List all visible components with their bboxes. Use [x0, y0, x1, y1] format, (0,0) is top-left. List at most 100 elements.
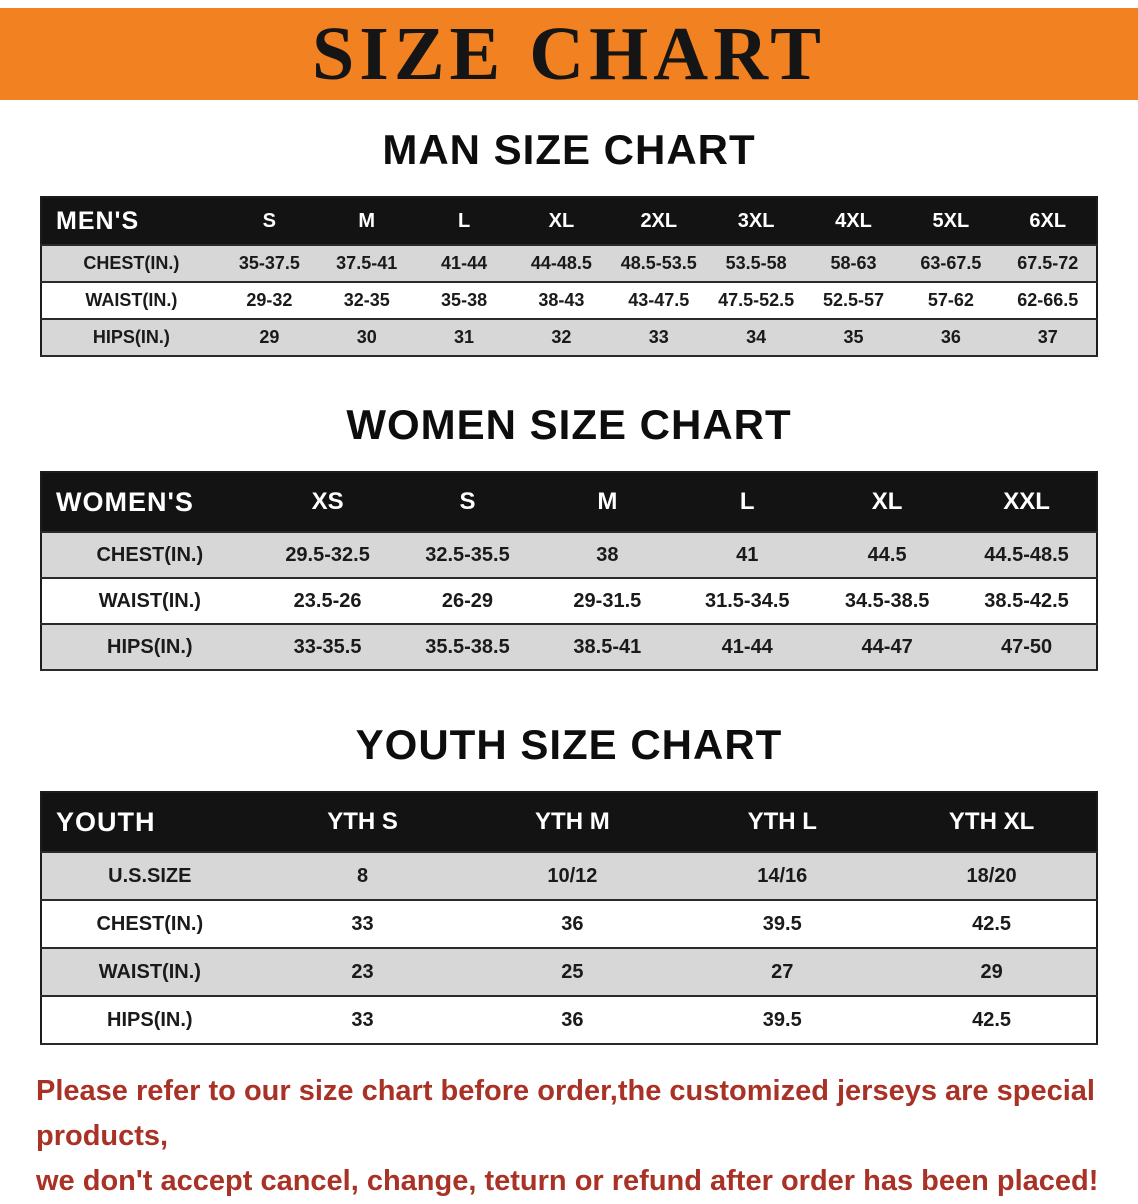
column-header: L — [415, 197, 513, 245]
table-cell: 53.5-58 — [707, 244, 805, 283]
table-cell: 33 — [257, 995, 468, 1045]
table-cell: 29.5-32.5 — [257, 531, 398, 579]
table-cell: 31 — [415, 318, 513, 357]
table-row: CHEST(IN.) 29.5-32.5 32.5-35.5 38 41 44.5 44.5… — [41, 531, 1097, 579]
column-header: S — [397, 472, 538, 532]
table-cell: 29 — [220, 318, 319, 357]
table-row: CHEST(IN.) 35-37.5 37.5-41 41-44 44-48.5 48.5… — [41, 244, 1097, 283]
table-cell: 38-43 — [512, 281, 611, 320]
table-cell: 26-29 — [397, 577, 538, 625]
column-header: XL — [817, 472, 958, 532]
table-cell: 37.5-41 — [318, 244, 416, 283]
table-row: HIPS(IN.) 33 36 39.5 42.5 — [41, 995, 1097, 1045]
table-corner-label: MEN'S — [41, 197, 221, 245]
table-header-row: YOUTH YTH S YTH M YTH L YTH XL — [41, 792, 1097, 852]
footnote: Please refer to our size chart before or… — [36, 1069, 1118, 1204]
table-cell: 34.5-38.5 — [817, 577, 958, 625]
table-cell: 32 — [512, 318, 611, 357]
row-label: U.S.SIZE — [41, 851, 258, 901]
column-header: 6XL — [999, 197, 1097, 245]
row-label: CHEST(IN.) — [41, 244, 221, 283]
table-cell: 14/16 — [677, 851, 888, 901]
table-cell: 38.5-41 — [537, 623, 678, 671]
table-cell: 10/12 — [467, 851, 678, 901]
row-label: HIPS(IN.) — [41, 623, 258, 671]
table-cell: 38 — [537, 531, 678, 579]
table-cell: 35.5-38.5 — [397, 623, 538, 671]
table-cell: 41 — [677, 531, 818, 579]
table-cell: 39.5 — [677, 995, 888, 1045]
table-cell: 25 — [467, 947, 678, 997]
table-cell: 63-67.5 — [902, 244, 1000, 283]
table-cell: 33-35.5 — [257, 623, 398, 671]
column-header: S — [220, 197, 319, 245]
table-row: WAIST(IN.) 23.5-26 26-29 29-31.5 31.5-34.5 34… — [41, 577, 1097, 625]
table-row: U.S.SIZE 8 10/12 14/16 18/20 — [41, 851, 1097, 901]
table-cell: 42.5 — [887, 899, 1097, 949]
column-header: 2XL — [610, 197, 708, 245]
table-header-row: WOMEN'S XS S M L XL XXL — [41, 472, 1097, 532]
table-cell: 44.5-48.5 — [957, 531, 1097, 579]
column-header: YTH L — [677, 792, 888, 852]
table-header-row: MEN'S S M L XL 2XL 3XL 4XL 5XL 6XL — [41, 197, 1097, 245]
table-cell: 39.5 — [677, 899, 888, 949]
table-cell: 37 — [999, 318, 1097, 357]
table-cell: 29-31.5 — [537, 577, 678, 625]
column-header: 3XL — [707, 197, 805, 245]
table-cell: 32-35 — [318, 281, 416, 320]
table-cell: 29-32 — [220, 281, 319, 320]
row-label: WAIST(IN.) — [41, 577, 258, 625]
table-cell: 62-66.5 — [999, 281, 1097, 320]
table-row: WAIST(IN.) 29-32 32-35 35-38 38-43 43-47.5 47.… — [41, 281, 1097, 320]
women-section-title: WOMEN SIZE CHART — [346, 401, 792, 448]
table-cell: 23.5-26 — [257, 577, 398, 625]
row-label: HIPS(IN.) — [41, 318, 221, 357]
table-cell: 33 — [257, 899, 468, 949]
table-cell: 18/20 — [887, 851, 1097, 901]
column-header: M — [318, 197, 416, 245]
table-cell: 44-47 — [817, 623, 958, 671]
row-label: CHEST(IN.) — [41, 531, 258, 579]
women-size-table: WOMEN'S XS S M L XL XXL CHEST(IN.) 29.5-32.5 32.5… — [40, 471, 1098, 671]
column-header: 4XL — [804, 197, 903, 245]
column-header: YTH M — [467, 792, 678, 852]
table-cell: 36 — [902, 318, 1000, 357]
table-row: WAIST(IN.) 23 25 27 29 — [41, 947, 1097, 997]
table-cell: 23 — [257, 947, 468, 997]
table-cell: 67.5-72 — [999, 244, 1097, 283]
table-cell: 31.5-34.5 — [677, 577, 818, 625]
table-cell: 35-37.5 — [220, 244, 319, 283]
column-header: 5XL — [902, 197, 1000, 245]
table-corner-label: WOMEN'S — [41, 472, 258, 532]
table-cell: 34 — [707, 318, 805, 357]
row-label: HIPS(IN.) — [41, 995, 258, 1045]
table-cell: 29 — [887, 947, 1097, 997]
table-cell: 44.5 — [817, 531, 958, 579]
youth-section-title: YOUTH SIZE CHART — [355, 721, 783, 768]
table-corner-label: YOUTH — [41, 792, 258, 852]
row-label: WAIST(IN.) — [41, 947, 258, 997]
table-cell: 44-48.5 — [512, 244, 611, 283]
table-cell: 38.5-42.5 — [957, 577, 1097, 625]
table-cell: 58-63 — [804, 244, 903, 283]
table-cell: 52.5-57 — [804, 281, 903, 320]
table-cell: 47.5-52.5 — [707, 281, 805, 320]
column-header: XS — [257, 472, 398, 532]
size-chart-banner: SIZE CHART — [0, 8, 1138, 100]
table-row: HIPS(IN.) 33-35.5 35.5-38.5 38.5-41 41-44 44-… — [41, 623, 1097, 671]
column-header: XL — [512, 197, 611, 245]
table-cell: 8 — [257, 851, 468, 901]
table-cell: 35 — [804, 318, 903, 357]
table-cell: 41-44 — [415, 244, 513, 283]
men-size-table: MEN'S S M L XL 2XL 3XL 4XL 5XL 6XL CHEST(IN.) 35-37… — [40, 196, 1098, 357]
table-cell: 33 — [610, 318, 708, 357]
table-cell: 42.5 — [887, 995, 1097, 1045]
table-cell: 48.5-53.5 — [610, 244, 708, 283]
footnote-line-2: we don't accept cancel, change, teturn o… — [36, 1165, 1099, 1197]
table-cell: 32.5-35.5 — [397, 531, 538, 579]
column-header: YTH S — [257, 792, 468, 852]
table-cell: 41-44 — [677, 623, 818, 671]
table-row: CHEST(IN.) 33 36 39.5 42.5 — [41, 899, 1097, 949]
row-label: WAIST(IN.) — [41, 281, 221, 320]
table-row: HIPS(IN.) 29 30 31 32 33 34 35 36 37 — [41, 318, 1097, 357]
